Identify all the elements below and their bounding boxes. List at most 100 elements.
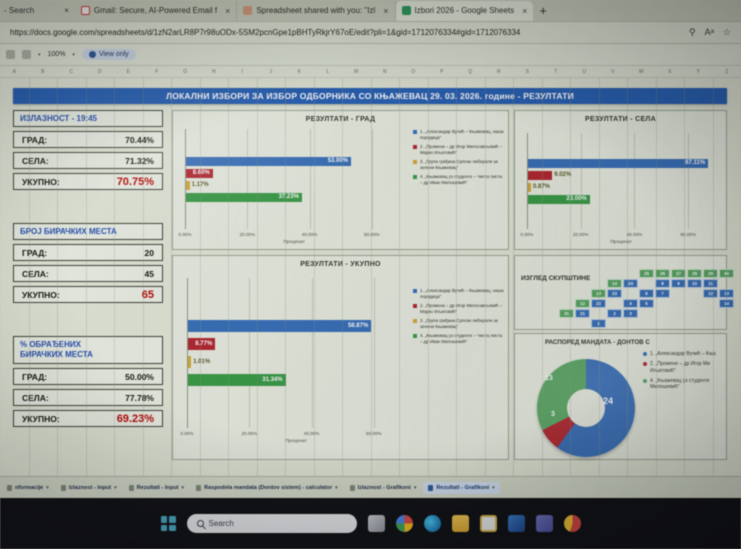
sheet-tab[interactable]: Raspodela mandata (Dontov sistem) - calc…	[191, 482, 343, 494]
search-icon[interactable]: ⚲	[688, 27, 696, 37]
close-icon[interactable]: ×	[522, 5, 528, 16]
column-header[interactable]: O	[411, 68, 416, 75]
column-header[interactable]: Z	[725, 68, 729, 75]
legend-item: 4. „Књажевац уз студенте – Чиста листа –…	[413, 333, 505, 344]
column-header[interactable]: D	[97, 68, 102, 75]
column-header[interactable]: V	[611, 68, 615, 75]
sheet-tab-label: Rezultati - Input	[136, 484, 179, 491]
grid-line	[688, 133, 690, 229]
x-axis-tick: 0.00%	[520, 232, 534, 237]
view-only-badge[interactable]: View only	[81, 49, 136, 60]
close-icon[interactable]: ×	[225, 5, 231, 16]
column-header[interactable]: W	[638, 68, 644, 75]
column-header[interactable]: E	[126, 68, 130, 75]
new-tab-button[interactable]: +	[539, 3, 547, 18]
chevron-down-icon[interactable]: ▾	[46, 484, 49, 491]
assembly-seat: 24	[623, 279, 638, 288]
print-icon[interactable]	[22, 50, 31, 59]
column-header[interactable]: M	[354, 68, 359, 75]
column-header[interactable]: U	[582, 68, 587, 75]
close-icon[interactable]: ×	[64, 6, 69, 15]
sheet-tab[interactable]: Izlaznost - Input ▾	[56, 482, 122, 494]
start-icon[interactable]	[160, 516, 176, 531]
search-placeholder: Search	[208, 519, 234, 528]
chevron-down-icon[interactable]: ▾	[413, 484, 417, 491]
grid-line	[541, 78, 543, 476]
browser-tab-strip: - Search × Gmail: Secure, AI-Powered Ema…	[0, 0, 741, 22]
sheet-tab[interactable]: Izlaznost - Grafikoni ▾	[345, 482, 422, 494]
column-header[interactable]: A	[12, 68, 16, 75]
column-header[interactable]: F	[155, 68, 159, 75]
chevron-down-icon[interactable]: ▾	[492, 484, 495, 491]
edge-icon[interactable]	[423, 515, 441, 532]
chevron-down-icon[interactable]: ▾	[38, 51, 41, 58]
column-header[interactable]: S	[525, 68, 529, 75]
row-label: УКУПНО:	[22, 289, 60, 300]
column-header[interactable]: C	[69, 68, 74, 75]
column-header[interactable]: B	[41, 68, 45, 75]
browser-tab-spreadsheet-shared[interactable]: Spreadsheet shared with you: "Izl ×	[237, 0, 396, 21]
menu-icon[interactable]	[6, 50, 15, 59]
outlook-icon[interactable]	[507, 515, 525, 532]
row-label: ГРАД:	[22, 371, 48, 382]
gmail-favicon-icon	[80, 6, 90, 15]
chrome-icon[interactable]	[395, 515, 413, 532]
assembly-seat: 13	[719, 289, 734, 298]
column-header[interactable]: L	[326, 68, 330, 75]
store-icon[interactable]	[479, 515, 497, 532]
x-axis-tick: 40.00%	[626, 232, 643, 237]
read-aloud-icon[interactable]: Aᵃ	[704, 27, 714, 37]
chart-title: РЕЗУЛТАТИ - СЕЛА	[584, 116, 657, 123]
grid-line	[712, 78, 714, 476]
url-text[interactable]: https://docs.google.com/spreadsheets/d/1…	[10, 28, 521, 37]
column-header[interactable]: N	[382, 68, 387, 75]
file-explorer-icon[interactable]	[367, 515, 385, 532]
assembly-seat: 7	[655, 289, 670, 298]
favorite-icon[interactable]: ☆	[722, 27, 731, 37]
grid-line	[285, 78, 286, 476]
browser-tab-gmail[interactable]: Gmail: Secure, AI-Powered Email f ×	[75, 0, 238, 21]
chevron-down-icon[interactable]: ▾	[72, 51, 75, 58]
teams-icon[interactable]	[535, 515, 553, 532]
sheet-tab[interactable]: nformacije ▾	[2, 482, 54, 494]
chart-legend: 1. „Александар Вучић – Књажевац, наша по…	[413, 288, 505, 348]
column-header[interactable]: Q	[468, 68, 473, 75]
chevron-down-icon[interactable]: ▾	[335, 484, 338, 491]
browser-tab-izbori-2026[interactable]: Izbori 2026 - Google Sheets ×	[395, 0, 534, 21]
close-icon[interactable]: ×	[383, 5, 389, 16]
spreadsheet-canvas: ЛОКАЛНИ ИЗБОРИ ЗА ИЗБОР ОДБОРНИКА СО КЊА…	[0, 78, 741, 476]
column-header[interactable]: H	[211, 68, 216, 75]
assembly-seat: 23	[607, 289, 622, 298]
column-header[interactable]: R	[496, 68, 501, 75]
table-row: СЕЛА: 71.32%	[13, 152, 163, 169]
folder-icon[interactable]	[451, 515, 469, 532]
tab-label: Gmail: Secure, AI-Powered Email f	[93, 6, 218, 15]
column-header[interactable]: G	[183, 68, 188, 75]
donut-value-list1: 24	[603, 396, 614, 406]
address-bar[interactable]: https://docs.google.com/spreadsheets/d/1…	[0, 22, 741, 44]
search-input[interactable]: Search	[186, 514, 357, 533]
column-header[interactable]: P	[440, 68, 444, 75]
column-header[interactable]: T	[554, 68, 558, 75]
column-header[interactable]: I	[241, 68, 243, 75]
bar: 8.60%	[186, 168, 213, 178]
bar-value-label: 31.34%	[262, 377, 283, 383]
zoom-level[interactable]: 100%	[47, 51, 66, 58]
row-label: УКУПНО:	[22, 413, 60, 424]
chevron-down-icon[interactable]: ▾	[181, 484, 185, 491]
powerbi-icon[interactable]	[563, 515, 581, 532]
column-header[interactable]: K	[297, 68, 301, 75]
eye-icon	[88, 51, 96, 58]
sheet-tab-label: Rezultati - Grafikoni	[436, 484, 490, 491]
chevron-down-icon[interactable]: ▾	[114, 484, 117, 491]
column-header[interactable]: X	[668, 68, 672, 75]
assembly-seat: 26	[655, 269, 670, 278]
column-header[interactable]: Y	[696, 68, 700, 75]
column-header[interactable]: J	[269, 68, 273, 75]
sheet-tab[interactable]: Rezultati - Grafikoni ▾	[423, 481, 500, 494]
sheet-tab[interactable]: Rezultati - Input ▾	[124, 482, 189, 494]
tab-search-label[interactable]: - Search	[4, 6, 35, 15]
row-label: СЕЛА:	[22, 392, 49, 403]
grid-line	[85, 78, 87, 476]
